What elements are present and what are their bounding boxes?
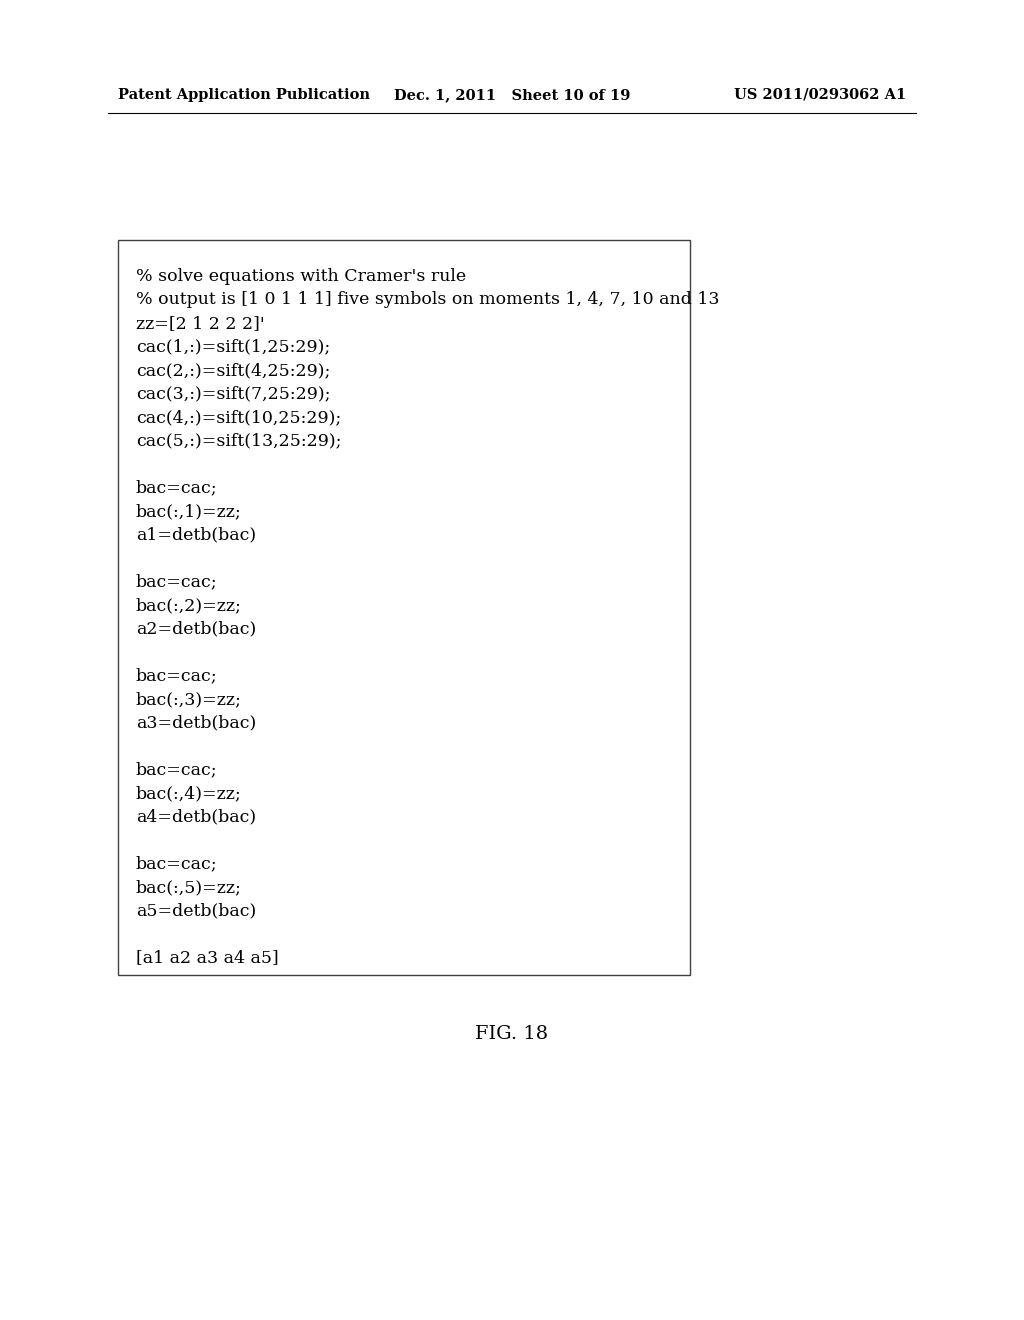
Text: bac(:,4)=zz;: bac(:,4)=zz; [136, 785, 242, 803]
Text: a2=detb(bac): a2=detb(bac) [136, 620, 256, 638]
Text: a3=detb(bac): a3=detb(bac) [136, 714, 256, 731]
Text: bac=cac;: bac=cac; [136, 855, 218, 873]
Text: bac=cac;: bac=cac; [136, 668, 218, 685]
Text: a5=detb(bac): a5=detb(bac) [136, 903, 256, 920]
Text: bac=cac;: bac=cac; [136, 762, 218, 779]
Text: zz=[2 1 2 2 2]': zz=[2 1 2 2 2]' [136, 315, 265, 333]
Text: Dec. 1, 2011   Sheet 10 of 19: Dec. 1, 2011 Sheet 10 of 19 [394, 88, 630, 102]
Text: bac(:,2)=zz;: bac(:,2)=zz; [136, 597, 242, 614]
Text: cac(1,:)=sift(1,25:29);: cac(1,:)=sift(1,25:29); [136, 338, 331, 355]
Text: bac=cac;: bac=cac; [136, 573, 218, 590]
Text: % output is [1 0 1 1 1] five symbols on moments 1, 4, 7, 10 and 13: % output is [1 0 1 1 1] five symbols on … [136, 292, 720, 309]
Text: bac(:,5)=zz;: bac(:,5)=zz; [136, 879, 242, 896]
Text: cac(5,:)=sift(13,25:29);: cac(5,:)=sift(13,25:29); [136, 433, 341, 450]
Text: [a1 a2 a3 a4 a5]: [a1 a2 a3 a4 a5] [136, 949, 279, 966]
Text: cac(3,:)=sift(7,25:29);: cac(3,:)=sift(7,25:29); [136, 385, 331, 403]
Text: % solve equations with Cramer's rule: % solve equations with Cramer's rule [136, 268, 466, 285]
Text: bac(:,1)=zz;: bac(:,1)=zz; [136, 503, 242, 520]
Text: Patent Application Publication: Patent Application Publication [118, 88, 370, 102]
Text: bac(:,3)=zz;: bac(:,3)=zz; [136, 690, 242, 708]
Text: cac(2,:)=sift(4,25:29);: cac(2,:)=sift(4,25:29); [136, 362, 331, 379]
Text: a4=detb(bac): a4=detb(bac) [136, 808, 256, 825]
Bar [118, 240, 690, 975]
Text: FIG. 18: FIG. 18 [475, 1026, 549, 1043]
Text: bac=cac;: bac=cac; [136, 479, 218, 496]
Text: a1=detb(bac): a1=detb(bac) [136, 527, 256, 544]
Text: US 2011/0293062 A1: US 2011/0293062 A1 [734, 88, 906, 102]
Text: cac(4,:)=sift(10,25:29);: cac(4,:)=sift(10,25:29); [136, 409, 341, 426]
